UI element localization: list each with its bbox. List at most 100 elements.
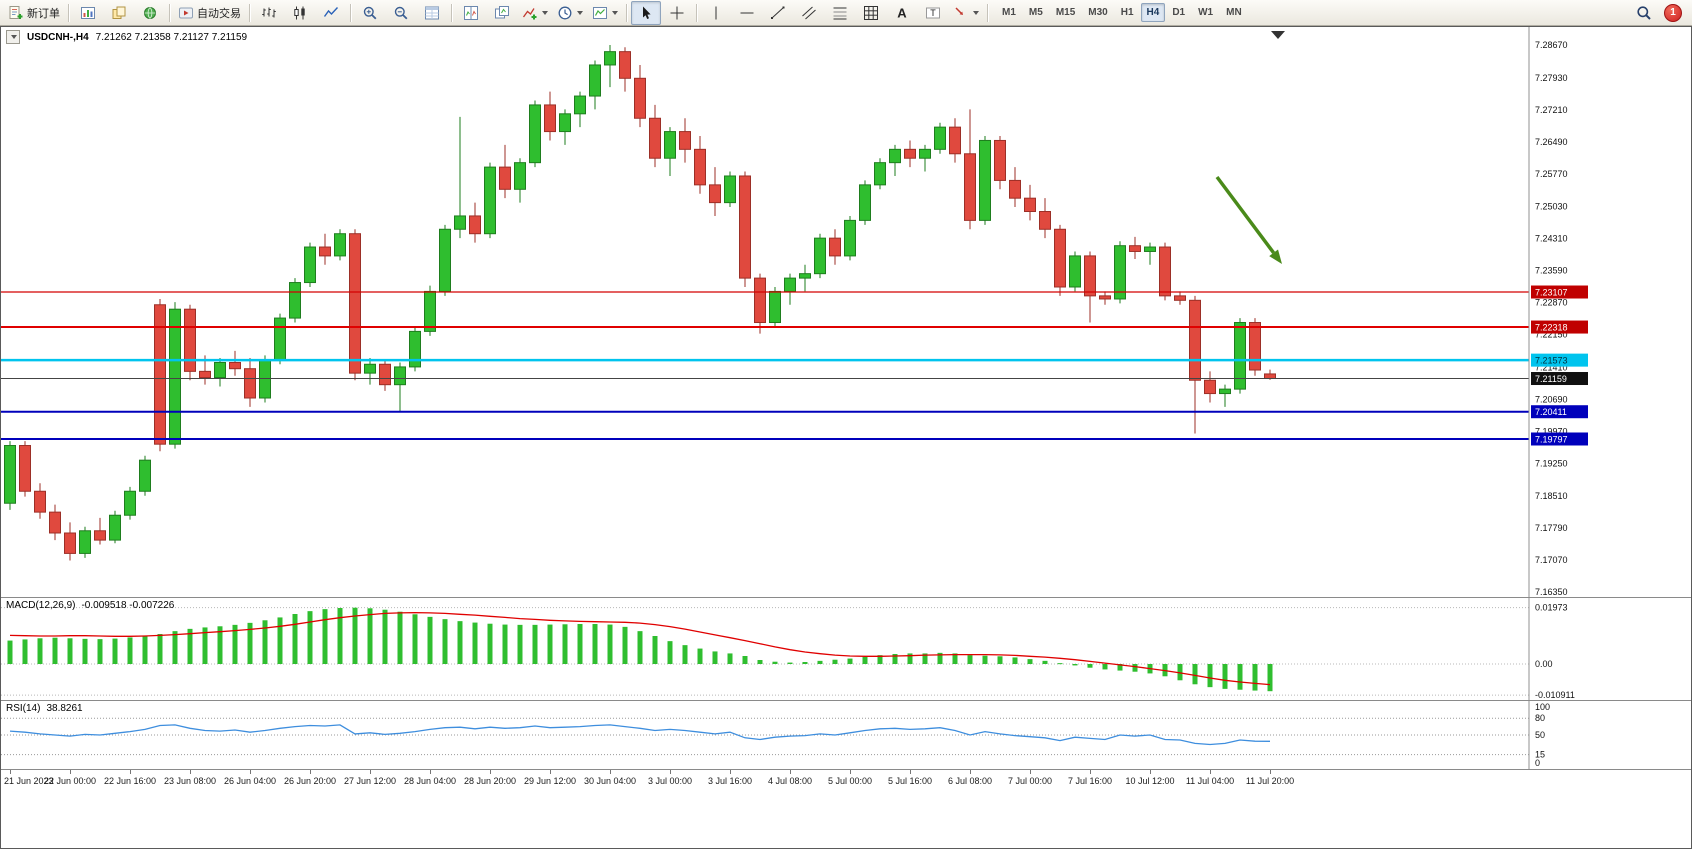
candle-body: [1234, 322, 1246, 390]
rsi-axis-label: 100: [1535, 702, 1550, 712]
macd-axis-label: 0.01973: [1535, 603, 1568, 613]
candle-body: [829, 237, 841, 257]
macd-histogram-bar: [277, 617, 283, 664]
timeframe-button-w1[interactable]: W1: [1198, 7, 1214, 18]
macd-histogram-bar: [697, 648, 703, 664]
timeframe-button-h4[interactable]: H4: [1140, 3, 1166, 22]
search-button[interactable]: [1629, 1, 1659, 25]
time-axis-tick: [1089, 770, 1091, 774]
periods-button[interactable]: [553, 1, 587, 25]
text-label-button[interactable]: T: [918, 1, 948, 25]
new-order-label: 新订单: [27, 7, 60, 20]
time-axis[interactable]: 21 Jun 2023 22 Jun 00:00 22 Jun 16:00 23 Ju…: [1, 770, 1691, 796]
indicators-button[interactable]: [518, 1, 552, 25]
timeframe-button-m15[interactable]: M15: [1055, 7, 1076, 18]
templates-button[interactable]: [588, 1, 622, 25]
candle-body: [874, 162, 886, 186]
macd-histogram-bar: [1132, 664, 1138, 672]
symbol-timeframe-label: USDCNH-,H4: [27, 31, 89, 43]
price-axis-label: 7.17790: [1535, 523, 1568, 533]
horizontal-line-icon: [740, 12, 754, 13]
cascade-windows-button[interactable]: [487, 1, 517, 25]
macd-histogram-bar: [727, 653, 733, 664]
cursor-button[interactable]: [631, 0, 661, 25]
timeframe-button-mn[interactable]: MN: [1226, 7, 1242, 18]
notification-badge[interactable]: 1: [1664, 3, 1682, 22]
timeframe-button-m1[interactable]: M1: [1002, 7, 1016, 18]
macd-histogram-bar: [862, 656, 868, 664]
rsi-line: [9, 724, 1271, 746]
toolbar-separator: [169, 3, 170, 22]
panel-splitter[interactable]: [1, 700, 1691, 701]
line-chart-button[interactable]: [316, 1, 346, 25]
vertical-line-button[interactable]: [701, 1, 731, 25]
chart-shift-marker[interactable]: [1271, 31, 1285, 39]
panel-splitter: [1, 769, 1691, 770]
macd-histogram-bar: [37, 638, 43, 664]
trendline-button[interactable]: [763, 1, 793, 25]
data-window-button[interactable]: [417, 1, 447, 25]
candle-body: [589, 64, 601, 97]
timeframe-button-d1[interactable]: D1: [1172, 7, 1186, 18]
macd-signal-line: [9, 611, 1271, 686]
macd-histogram-bar: [817, 660, 823, 664]
candlestick-icon: [294, 6, 305, 19]
candle-body: [649, 117, 661, 159]
candle-body: [19, 445, 31, 492]
candle-body: [709, 184, 721, 204]
candle-body: [364, 363, 376, 374]
tile-windows-button[interactable]: [456, 1, 486, 25]
chart-window: 7.28670 7.27930 7.27210 7.26490 7.25770 7.250…: [0, 26, 1692, 849]
market-watch-button[interactable]: [135, 1, 165, 25]
channel-button[interactable]: [794, 1, 824, 25]
shapes-button[interactable]: [856, 1, 886, 25]
time-axis-label: 29 Jun 12:00: [523, 776, 577, 786]
zoom-in-button[interactable]: [355, 1, 385, 25]
macd-histogram-bar: [67, 638, 73, 664]
panel-splitter[interactable]: [1, 597, 1691, 598]
zoom-out-button[interactable]: [386, 1, 416, 25]
macd-histogram-bar: [652, 636, 658, 664]
main-price-chart[interactable]: 7.28670 7.27930 7.27210 7.26490 7.25770 7.250…: [1, 27, 1691, 597]
notification-count: 1: [1670, 7, 1676, 18]
main-toolbar: 新订单 自动交易: [0, 0, 1692, 26]
crosshair-button[interactable]: [662, 1, 692, 25]
timeframe-button-h1[interactable]: H1: [1120, 7, 1134, 18]
time-axis-tick: [609, 770, 611, 774]
candle-body: [724, 175, 736, 204]
macd-histogram-bar: [1237, 664, 1243, 690]
profiles-button[interactable]: [104, 1, 134, 25]
new-order-button[interactable]: 新订单: [4, 1, 64, 25]
arrows-button[interactable]: [949, 1, 983, 25]
horizontal-line-button[interactable]: [732, 1, 762, 25]
fibonacci-button[interactable]: [825, 1, 855, 25]
autotrading-button[interactable]: 自动交易: [174, 1, 245, 25]
candle-body: [139, 459, 151, 492]
time-axis-tick: [9, 770, 11, 774]
macd-values: -0.009518 -0.007226: [81, 600, 175, 611]
candlestick-chart-button[interactable]: [285, 1, 315, 25]
candle-body: [1129, 245, 1141, 252]
bar-chart-button[interactable]: [254, 1, 284, 25]
timeframe-button-m30[interactable]: M30: [1088, 7, 1108, 18]
candle-body: [289, 282, 301, 319]
symbol-dropdown-button[interactable]: [6, 30, 20, 44]
text-button[interactable]: A: [887, 1, 917, 25]
charts-button[interactable]: [73, 1, 103, 25]
candle-body: [739, 175, 751, 279]
time-axis-label: 5 Jul 00:00: [827, 776, 873, 786]
candle-body: [229, 361, 241, 370]
candle-body: [154, 304, 166, 445]
candle-body: [319, 246, 331, 257]
candle-body: [694, 148, 706, 186]
candle-body: [1159, 246, 1171, 297]
timeframe-button-m5[interactable]: M5: [1028, 7, 1043, 18]
annotation-arrow[interactable]: [1215, 175, 1276, 254]
price-tag: [1531, 285, 1588, 299]
price-axis-label: 7.20690: [1535, 394, 1568, 404]
candle-body: [1249, 322, 1261, 371]
macd-panel[interactable]: 0.01973 0.00 -0.010911: [1, 598, 1691, 700]
candle-body: [1264, 373, 1276, 380]
arrow-object-icon: [955, 6, 963, 15]
